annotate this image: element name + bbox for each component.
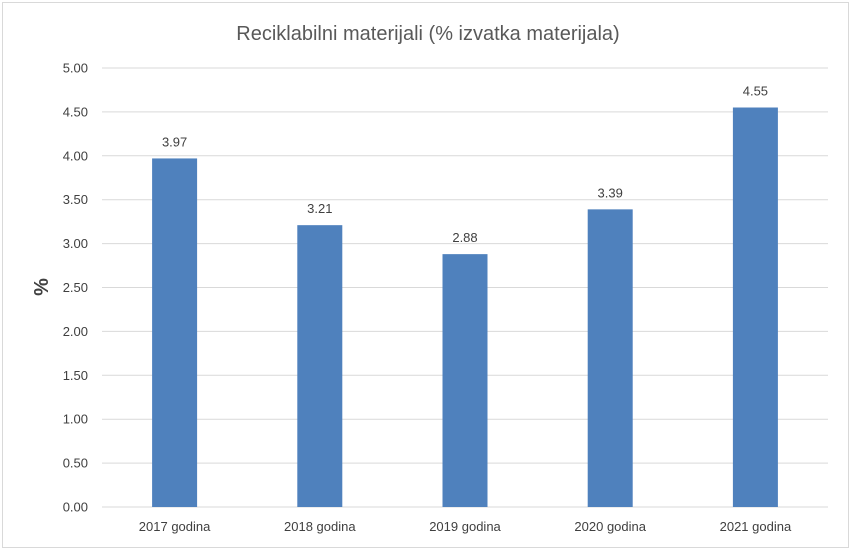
data-labels: 3.97 3.21 2.88 3.39 4.55 bbox=[162, 84, 768, 246]
x-category-label: 2020 godina bbox=[574, 519, 646, 534]
y-axis-label: % bbox=[31, 278, 53, 296]
data-label: 3.39 bbox=[598, 185, 623, 200]
y-tick-label: 1.00 bbox=[63, 412, 88, 427]
x-category-label: 2019 godina bbox=[429, 519, 501, 534]
y-tick-label: 0.00 bbox=[63, 500, 88, 515]
y-tick-label: 3.00 bbox=[63, 236, 88, 251]
y-tick-label: 0.50 bbox=[63, 456, 88, 471]
chart-frame bbox=[2, 2, 849, 548]
bars bbox=[152, 107, 778, 508]
chart-title: Reciklabilni materijali (% izvatka mater… bbox=[236, 23, 619, 45]
y-tick-label: 5.00 bbox=[63, 61, 88, 76]
category-labels: 2017 godina 2018 godina 2019 godina 2020 go… bbox=[139, 519, 792, 534]
data-label: 2.88 bbox=[452, 230, 477, 245]
y-tick-labels: 0.00 0.50 1.00 1.50 2.00 2.50 3.00 3.50 4.00 4.50… bbox=[63, 61, 88, 515]
gridlines bbox=[102, 67, 828, 508]
bar-2021-godina bbox=[732, 107, 778, 507]
y-tick-label: 4.50 bbox=[63, 104, 88, 119]
y-tick-label: 4.00 bbox=[63, 148, 88, 163]
y-tick-label: 2.50 bbox=[63, 280, 88, 295]
x-category-label: 2017 godina bbox=[139, 519, 211, 534]
x-category-label: 2021 godina bbox=[720, 519, 792, 534]
bar-2017-godina bbox=[152, 158, 198, 507]
data-label: 3.21 bbox=[307, 201, 332, 216]
bar-2019-godina bbox=[442, 254, 488, 507]
y-tick-label: 3.50 bbox=[63, 192, 88, 207]
bar-2020-godina bbox=[587, 209, 633, 507]
data-label: 3.97 bbox=[162, 134, 187, 149]
y-tick-label: 1.50 bbox=[63, 368, 88, 383]
y-tick-label: 2.00 bbox=[63, 324, 88, 339]
bar-2018-godina bbox=[297, 225, 343, 508]
data-label: 4.55 bbox=[743, 84, 768, 99]
x-category-label: 2018 godina bbox=[284, 519, 356, 534]
